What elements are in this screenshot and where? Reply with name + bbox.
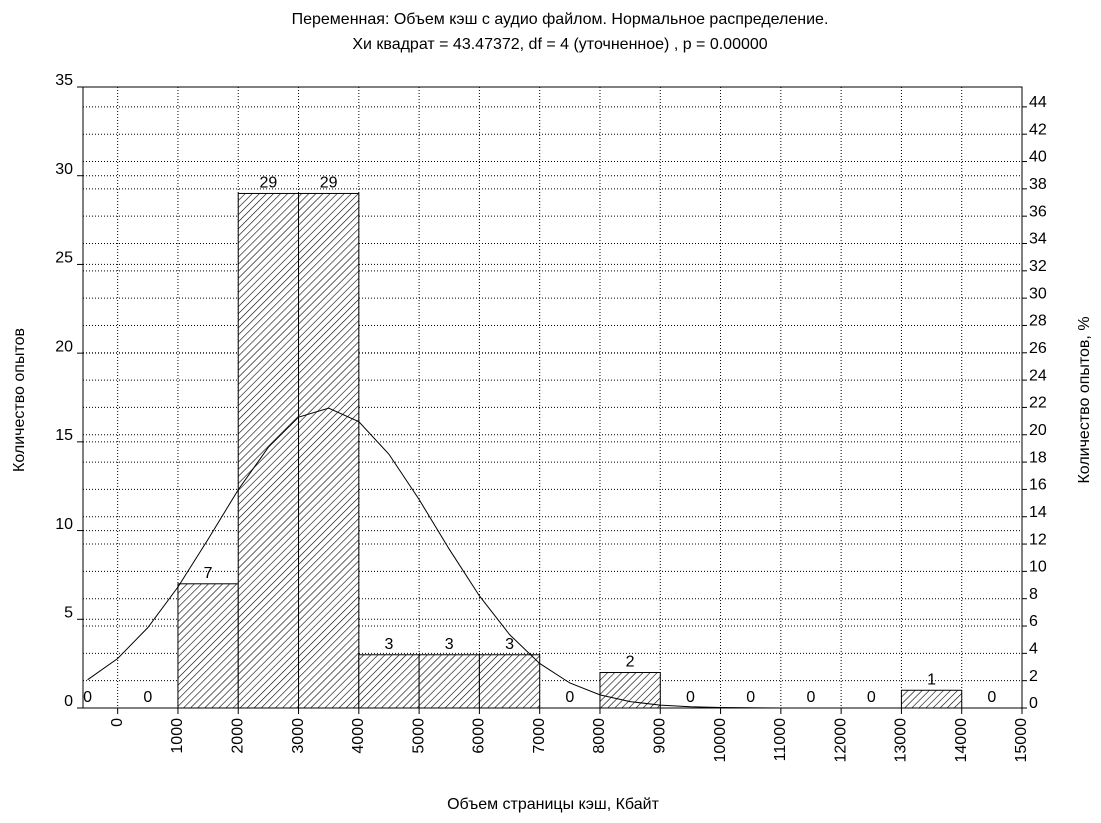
y2-tick-label: 20: [1029, 422, 1047, 439]
y-tick-label: 10: [55, 516, 73, 533]
x-tick-label: 10000: [712, 718, 729, 763]
y2-tick-label: 30: [1029, 285, 1047, 302]
y2-tick-label: 28: [1029, 313, 1047, 330]
y-axis-title: Количество опытов: [11, 328, 28, 472]
y2-tick-label: 18: [1029, 449, 1047, 466]
x-tick-label: 1000: [169, 718, 186, 754]
x-tick-label: 13000: [893, 718, 910, 763]
y2-tick-label: 24: [1029, 367, 1047, 384]
x-tick-label: 7000: [531, 718, 548, 754]
x-tick-label: 3000: [290, 718, 307, 754]
data-label: 0: [807, 689, 816, 706]
x-tick-label: 9000: [651, 718, 668, 754]
x-tick-label: 15000: [1013, 718, 1030, 763]
x-tick-label: 11000: [772, 718, 789, 761]
x-tick-label: 12000: [832, 718, 849, 763]
y-tick-label: 35: [55, 72, 73, 89]
data-label: 0: [686, 689, 695, 706]
x-tick-label: 8000: [591, 718, 608, 754]
y2-tick-label: 40: [1029, 149, 1047, 166]
y2-tick-label: 2: [1029, 668, 1038, 685]
chart-title: Переменная: Объем кэш с аудио файлом. Но…: [292, 11, 829, 28]
y2-tick-label: 4: [1029, 641, 1038, 658]
data-label: 3: [505, 636, 514, 653]
y2-tick-label: 12: [1029, 531, 1047, 548]
bar: [358, 654, 420, 708]
data-label: 0: [83, 689, 92, 706]
y2-tick-label: 34: [1029, 231, 1047, 248]
bar: [177, 583, 239, 708]
x-tick-label: 5000: [410, 718, 427, 754]
bar: [478, 654, 541, 708]
data-label: 0: [867, 689, 876, 706]
y2-tick-label: 10: [1029, 559, 1047, 576]
y2-tick-label: 0: [1029, 695, 1038, 712]
y2-tick-label: 38: [1029, 176, 1047, 193]
bar: [418, 654, 480, 708]
data-label: 0: [565, 689, 574, 706]
y-tick-label: 5: [64, 605, 73, 622]
data-label: 29: [320, 175, 338, 192]
y2-axis-title: Количество опытов, %: [1076, 316, 1093, 483]
x-tick-label: 4000: [350, 718, 367, 754]
y2-tick-label: 14: [1029, 504, 1047, 521]
y-tick-label: 0: [64, 693, 73, 710]
data-label: 29: [259, 175, 277, 192]
y2-tick-label: 32: [1029, 258, 1047, 275]
data-label: 1: [927, 671, 936, 688]
bar: [900, 689, 963, 708]
bar: [298, 192, 360, 708]
data-label: 3: [445, 636, 454, 653]
data-label: 0: [987, 689, 996, 706]
bar: [599, 672, 661, 708]
y2-tick-label: 42: [1029, 121, 1047, 138]
y2-tick-label: 36: [1029, 203, 1047, 220]
y2-tick-label: 26: [1029, 340, 1047, 357]
data-label: 7: [204, 565, 213, 582]
y2-tick-label: 22: [1029, 395, 1047, 412]
x-tick-label: 0: [109, 718, 126, 727]
y-tick-label: 15: [55, 427, 73, 444]
y-tick-label: 25: [55, 250, 73, 267]
y2-tick-label: 16: [1029, 477, 1047, 494]
data-label: 0: [143, 689, 152, 706]
bar: [237, 192, 300, 708]
plot-frame: [82, 86, 1023, 709]
data-label: 0: [746, 689, 755, 706]
x-tick-label: 2000: [229, 718, 246, 754]
data-label: 3: [385, 636, 394, 653]
y-tick-label: 20: [55, 338, 73, 355]
y-tick-label: 30: [55, 161, 73, 178]
x-tick-label: 14000: [953, 718, 970, 763]
y2-tick-label: 44: [1029, 94, 1047, 111]
chart-subtitle: Хи квадрат = 43.47372, df = 4 (уточненно…: [352, 36, 767, 53]
y2-tick-label: 6: [1029, 613, 1038, 630]
data-label: 2: [626, 654, 635, 671]
x-axis-title: Объем страницы кэш, Кбайт: [447, 796, 659, 813]
axes: 0510152025303502468101214161820222426283…: [55, 72, 1047, 762]
x-tick-label: 6000: [471, 718, 488, 754]
y2-tick-label: 8: [1029, 586, 1038, 603]
